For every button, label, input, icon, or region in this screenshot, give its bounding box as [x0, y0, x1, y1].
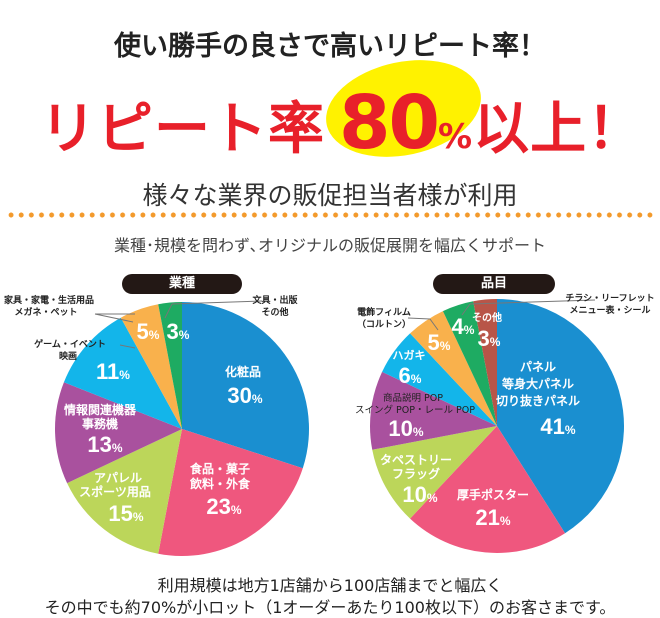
slice-value: 23%	[206, 494, 242, 519]
leader-line	[469, 299, 596, 305]
headline: 使い勝手の良さで高いリピート率！	[114, 31, 546, 62]
pie-slice	[120, 304, 182, 429]
slice-label: パネル	[519, 360, 557, 374]
pie-slice	[158, 302, 182, 429]
slice-value: 13%	[87, 432, 123, 457]
outside-label: メニュー表・シール	[569, 306, 651, 316]
slice-label: 切り抜きパネル	[495, 394, 581, 408]
slice-value: 10%	[402, 482, 438, 507]
pie-slice	[370, 371, 497, 450]
slice-label: スイング POP・レール POP	[355, 405, 475, 416]
slice-value: 15%	[108, 501, 144, 526]
slice-label: ハガキ	[392, 349, 426, 362]
pie-slice	[372, 426, 497, 519]
slice-label: スポーツ用品	[79, 485, 151, 499]
pie-slice	[63, 317, 183, 429]
pie-slice	[497, 299, 625, 534]
hero-suffix: 以上！	[473, 97, 645, 162]
slice-value: 6%	[398, 363, 422, 388]
leader-line	[171, 300, 263, 305]
leader-line	[119, 344, 136, 349]
slice-value: 21%	[475, 505, 511, 530]
tagline: 業種･規模を問わず､オリジナルの販促展開を幅広くサポート	[113, 236, 546, 255]
slice-label: 等身大パネル	[501, 377, 575, 391]
outside-label: 電飾フィルム	[357, 308, 411, 318]
pie-slice	[158, 429, 303, 556]
pie-slice	[410, 311, 497, 426]
pie-slice	[473, 299, 497, 426]
slice-label: タペストリー	[379, 453, 453, 467]
slice-value: 41%	[540, 414, 576, 439]
slice-label: フラッグ	[391, 467, 441, 481]
slice-label: 商品説明 POP	[383, 393, 443, 404]
outside-label: メガネ・ペット	[14, 308, 78, 318]
dotted-divider	[6, 212, 656, 218]
subtitle: 様々な業界の販促担当者様が利用	[142, 181, 518, 210]
pie-slice	[182, 302, 309, 469]
slice-value: 3%	[166, 319, 190, 344]
hero-prefix: リピート率	[40, 97, 325, 162]
outside-label: その他	[261, 308, 289, 318]
slice-label: 厚手ポスター	[456, 488, 530, 502]
outside-label: チラシ・リーフレット	[565, 294, 655, 304]
slice-value: 30%	[227, 383, 263, 408]
leader-line	[429, 318, 439, 331]
outside-label: 家具・家電・生活用品	[3, 296, 95, 306]
hero-percent: %	[437, 117, 474, 157]
slice-label: アパレル	[93, 471, 143, 485]
leader-line	[94, 313, 134, 323]
outside-label: （コルトン）	[356, 320, 412, 330]
outside-label: 文具・出版	[252, 296, 298, 306]
slice-label: 飲料・外食	[189, 477, 251, 491]
slice-label: 食品・菓子	[189, 462, 251, 476]
slice-label: 事務機	[81, 417, 119, 431]
leader-line	[461, 303, 471, 316]
pie-slice	[382, 333, 497, 426]
chart-title-industry: 業種	[122, 274, 242, 294]
leader-line	[407, 317, 431, 320]
slice-label: 化粧品	[224, 365, 262, 379]
chart-title-product: 品目	[433, 274, 555, 294]
pie-slice	[442, 301, 497, 426]
pie-slice	[55, 382, 182, 484]
slice-value: 5%	[427, 330, 451, 355]
slice-value: 11%	[96, 359, 130, 384]
slice-value: 3%	[477, 326, 501, 351]
slice-label: その他	[472, 313, 502, 324]
footer-line-2: その中でも約70%が小ロット（1オーダーあたり100枚以下）のお客さまです。	[44, 598, 616, 617]
leader-line	[164, 303, 173, 319]
hero-headline: リピート率 80%以上！	[40, 80, 644, 166]
pie-slice	[67, 429, 182, 554]
footer-line-1: 利用規模は地方1店舗から100店舗までと幅広く	[157, 576, 503, 595]
slice-value: 10%	[388, 416, 424, 441]
outside-label: ゲーム・イベント	[34, 340, 106, 350]
outside-label: 映画	[58, 352, 78, 362]
slice-value: 5%	[136, 319, 160, 344]
pie-slice	[410, 426, 566, 553]
slice-value: 4%	[451, 314, 475, 339]
hero-number: 80	[339, 80, 440, 166]
slice-label: 情報関連機器	[63, 403, 137, 417]
